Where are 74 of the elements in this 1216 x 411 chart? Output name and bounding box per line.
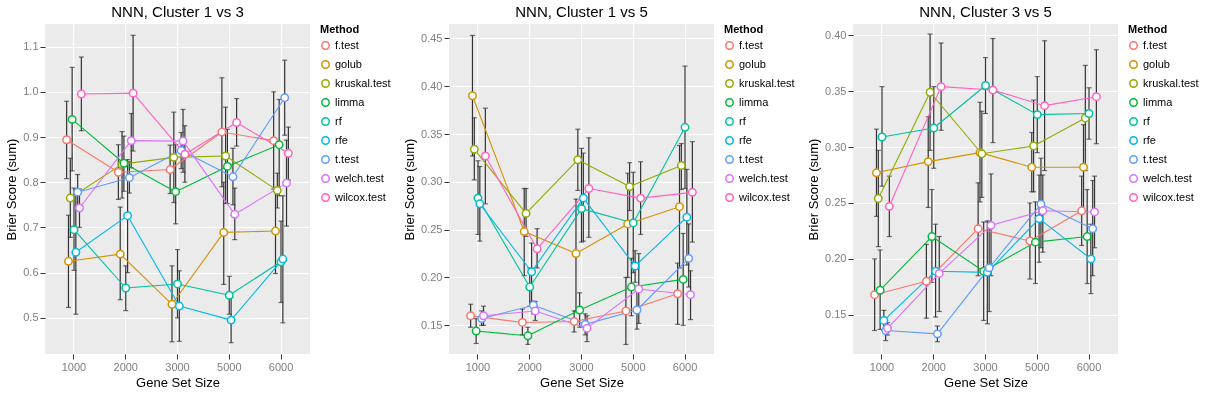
y-tick-label: 0.9 [23, 130, 39, 143]
x-tick-label: 1000 [465, 360, 491, 373]
legend-label: golub [1143, 57, 1170, 70]
x-tick-label: 1000 [869, 360, 895, 373]
y-tick-label: 0.15 [825, 308, 847, 321]
y-tick-label: 0.6 [23, 266, 39, 279]
legend-label: wilcox.test [738, 190, 790, 203]
legend-label: rf [1143, 114, 1151, 127]
x-tick-label: 3000 [569, 360, 594, 373]
y-tick-label: 0.25 [421, 223, 443, 236]
legend-title: Method [724, 23, 764, 35]
x-axis-title: Gene Set Size [944, 374, 1028, 390]
x-tick-label: 6000 [268, 360, 294, 373]
x-tick-label: 2000 [517, 360, 542, 373]
y-tick-label: 0.20 [825, 252, 847, 265]
legend-label: welch.test [1142, 171, 1192, 184]
legend-title: Method [1128, 23, 1168, 35]
legend-label: f.test [739, 38, 763, 51]
legend-label: limma [739, 95, 770, 108]
legend-title: Method [320, 23, 360, 35]
y-tick-label: 0.8 [23, 175, 39, 188]
y-tick-label: 0.40 [825, 28, 847, 41]
legend-label: rfe [335, 133, 348, 146]
y-tick-label: 0.45 [421, 31, 443, 44]
legend-label: kruskal.test [335, 76, 391, 89]
legend-label: f.test [1143, 38, 1167, 51]
x-tick-label: 6000 [1076, 360, 1102, 373]
x-axis-title: Gene Set Size [136, 374, 220, 390]
x-tick-label: 5000 [217, 360, 242, 373]
x-tick-label: 1000 [61, 360, 87, 373]
y-tick-label: 0.5 [23, 311, 39, 324]
legend-label: rfe [739, 133, 752, 146]
x-tick-label: 2000 [921, 360, 946, 373]
x-tick-label: 5000 [621, 360, 646, 373]
y-tick-label: 0.35 [825, 84, 847, 97]
legend-label: kruskal.test [1143, 76, 1199, 89]
y-tick-label: 0.30 [421, 175, 443, 188]
y-axis-title: Brier Score (sum) [4, 138, 20, 241]
x-tick-label: 3000 [165, 360, 190, 373]
x-tick-label: 2000 [113, 360, 138, 373]
y-tick-label: 0.35 [421, 127, 443, 140]
legend-label: kruskal.test [739, 76, 795, 89]
legend-label: t.test [739, 152, 763, 165]
legend-label: wilcox.test [334, 190, 386, 203]
legend-label: wilcox.test [1142, 190, 1194, 203]
x-tick-label: 6000 [672, 360, 698, 373]
legend-label: welch.test [738, 171, 788, 184]
x-axis-title: Gene Set Size [540, 374, 624, 390]
legend-label: rf [739, 114, 747, 127]
legend-label: rf [335, 114, 343, 127]
legend-label: rfe [1143, 133, 1156, 146]
chart-title: NNN, Cluster 1 vs 5 [515, 3, 648, 20]
y-tick-label: 1.1 [23, 40, 39, 53]
y-tick-label: 0.30 [825, 140, 847, 153]
legend-label: t.test [335, 152, 359, 165]
x-tick-label: 3000 [973, 360, 998, 373]
legend-label: f.test [335, 38, 359, 51]
y-tick-label: 0.20 [421, 270, 443, 283]
legend-label: golub [739, 57, 766, 70]
y-tick-label: 0.15 [421, 318, 443, 331]
chart-title: NNN, Cluster 1 vs 3 [111, 3, 244, 20]
y-axis-title: Brier Score (sum) [806, 138, 822, 241]
y-tick-label: 0.40 [421, 79, 443, 92]
legend-label: welch.test [334, 171, 384, 184]
x-tick-label: 5000 [1025, 360, 1050, 373]
legend-label: golub [335, 57, 362, 70]
legend-label: limma [1143, 95, 1174, 108]
legend-label: t.test [1143, 152, 1167, 165]
y-tick-label: 0.25 [825, 196, 847, 209]
chart-title: NNN, Cluster 3 vs 5 [919, 3, 1052, 20]
legend-label: limma [335, 95, 366, 108]
y-tick-label: 0.7 [23, 220, 39, 233]
y-tick-label: 1.0 [23, 85, 39, 98]
y-axis-title: Brier Score (sum) [402, 138, 418, 241]
